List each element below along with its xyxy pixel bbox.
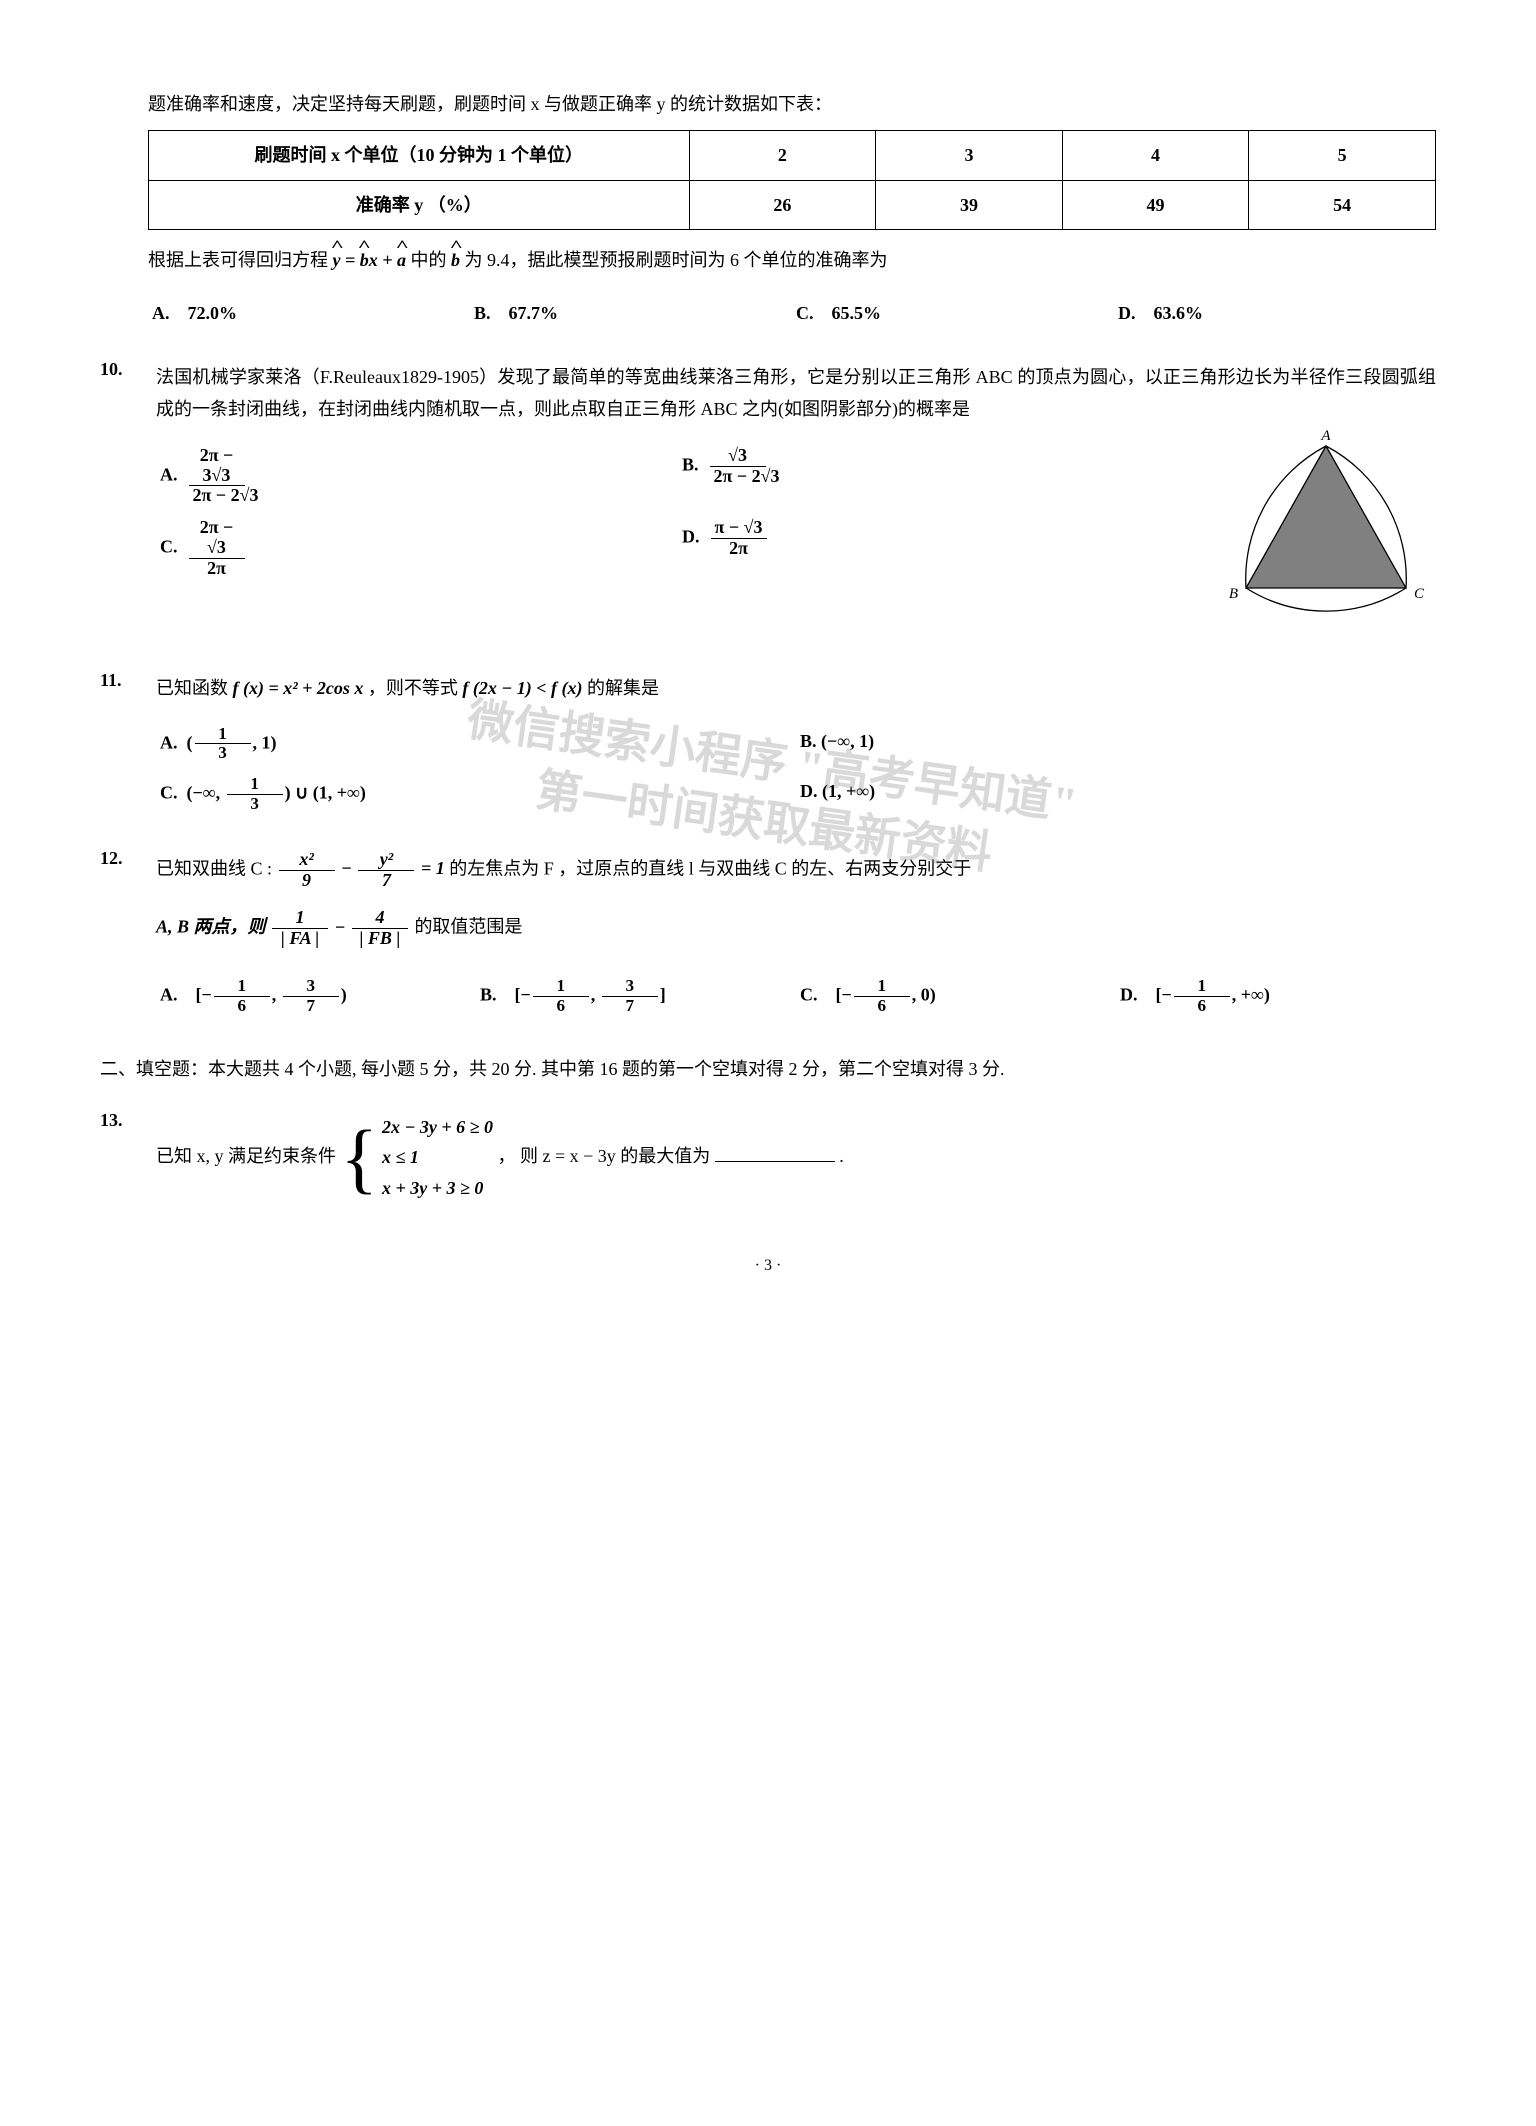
option-d: D. 63.6% bbox=[1114, 291, 1436, 335]
q13-number: 13. bbox=[100, 1104, 156, 1136]
reuleaux-figure: A B C bbox=[1216, 428, 1436, 638]
q12-number: 12. bbox=[100, 842, 156, 874]
table-head-left: 刷题时间 x 个单位（10 分钟为 1 个单位） bbox=[149, 131, 690, 180]
table-cell: 49 bbox=[1062, 180, 1249, 229]
q11-options: A. (13, 1) B. (−∞, 1) C. (−∞, 13) ∪ (1, … bbox=[156, 719, 1436, 820]
table-col: 3 bbox=[876, 131, 1063, 180]
q9-table: 刷题时间 x 个单位（10 分钟为 1 个单位） 2 3 4 5 准确率 y （… bbox=[148, 130, 1436, 230]
constraint-2: x ≤ 1 bbox=[382, 1142, 493, 1173]
q12-options: A. [−16, 37) B. [−16, 37] C. [−16, 0) D.… bbox=[156, 971, 1436, 1022]
constraint-1: 2x − 3y + 6 ≥ 0 bbox=[382, 1112, 493, 1143]
option-a: A. 2π − 3√32π − 2√3 bbox=[156, 440, 678, 512]
q12-line2: A, B 两点，则 1| FA | − 4| FB | 的取值范围是 bbox=[156, 908, 1436, 949]
q10-options: A. 2π − 3√32π − 2√3 B. √32π − 2√3 C. 2π … bbox=[156, 440, 1200, 585]
b-hat: b bbox=[451, 244, 460, 276]
q10-text: 法国机械学家莱洛（F.Reuleaux1829-1905）发现了最简单的等宽曲线… bbox=[156, 361, 1436, 426]
option-b: B. 67.7% bbox=[470, 291, 792, 335]
option-a: A. (13, 1) bbox=[156, 719, 796, 770]
q9-regression-line: 根据上表可得回归方程 y = bx + a 中的 b 为 9.4，据此模型预报刷… bbox=[100, 244, 1436, 276]
q11-number: 11. bbox=[100, 664, 156, 696]
option-d: D. π − √32π bbox=[678, 512, 1200, 584]
q10-number: 10. bbox=[100, 353, 156, 385]
vertex-a: A bbox=[1320, 428, 1331, 444]
page-number: · 3 · bbox=[100, 1252, 1436, 1281]
vertex-c: C bbox=[1414, 586, 1425, 602]
option-c: C. [−16, 0) bbox=[796, 971, 1116, 1022]
q10: 10. 法国机械学家莱洛（F.Reuleaux1829-1905）发现了最简单的… bbox=[100, 353, 1436, 646]
vertex-b: B bbox=[1229, 586, 1238, 602]
table-cell: 39 bbox=[876, 180, 1063, 229]
option-d: D. (1, +∞) bbox=[796, 769, 1436, 820]
q9-options: A. 72.0% B. 67.7% C. 65.5% D. 63.6% bbox=[100, 291, 1436, 335]
text: 为 9.4，据此模型预报刷题时间为 6 个单位的准确率为 bbox=[465, 250, 888, 270]
q11-stem: 已知函数 f (x) = x² + 2cos x ，则不等式 f (2x − 1… bbox=[156, 672, 1436, 704]
table-row2-left: 准确率 y （%） bbox=[149, 180, 690, 229]
q9-intro: 题准确率和速度，决定坚持每天刷题，刷题时间 x 与做题正确率 y 的统计数据如下… bbox=[100, 88, 1436, 120]
text: 中的 bbox=[411, 250, 452, 270]
table-col: 5 bbox=[1249, 131, 1436, 180]
q12-line1: 已知双曲线 C : x²9 − y²7 = 1 的左焦点为 F ，过原点的直线 … bbox=[156, 850, 1436, 891]
text: 根据上表可得回归方程 bbox=[148, 250, 333, 270]
answer-blank bbox=[715, 1144, 835, 1162]
option-b: B. [−16, 37] bbox=[476, 971, 796, 1022]
option-a: A. [−16, 37) bbox=[156, 971, 476, 1022]
q13-stem: 已知 x, y 满足约束条件 { 2x − 3y + 6 ≥ 0 x ≤ 1 x… bbox=[156, 1112, 1436, 1204]
option-c: C. 2π − √32π bbox=[156, 512, 678, 584]
q11: 微信搜索小程序 "高考早知道" 第一时间获取最新资料 11. 已知函数 f (x… bbox=[100, 664, 1436, 824]
table-cell: 54 bbox=[1249, 180, 1436, 229]
option-c: C. 65.5% bbox=[792, 291, 1114, 335]
option-a: A. 72.0% bbox=[148, 291, 470, 335]
table-col: 4 bbox=[1062, 131, 1249, 180]
section-2-heading: 二、填空题：本大题共 4 个小题, 每小题 5 分，共 20 分. 其中第 16… bbox=[100, 1053, 1436, 1085]
option-d: D. [−16, +∞) bbox=[1116, 971, 1436, 1022]
table-col: 2 bbox=[689, 131, 876, 180]
constraint-3: x + 3y + 3 ≥ 0 bbox=[382, 1173, 493, 1204]
q13: 13. 已知 x, y 满足约束条件 { 2x − 3y + 6 ≥ 0 x ≤… bbox=[100, 1104, 1436, 1212]
option-b: B. (−∞, 1) bbox=[796, 719, 1436, 770]
table-cell: 26 bbox=[689, 180, 876, 229]
q12: 12. 已知双曲线 C : x²9 − y²7 = 1 的左焦点为 F ，过原点… bbox=[100, 842, 1436, 1026]
option-c: C. (−∞, 13) ∪ (1, +∞) bbox=[156, 769, 796, 820]
option-b: B. √32π − 2√3 bbox=[678, 440, 1200, 512]
